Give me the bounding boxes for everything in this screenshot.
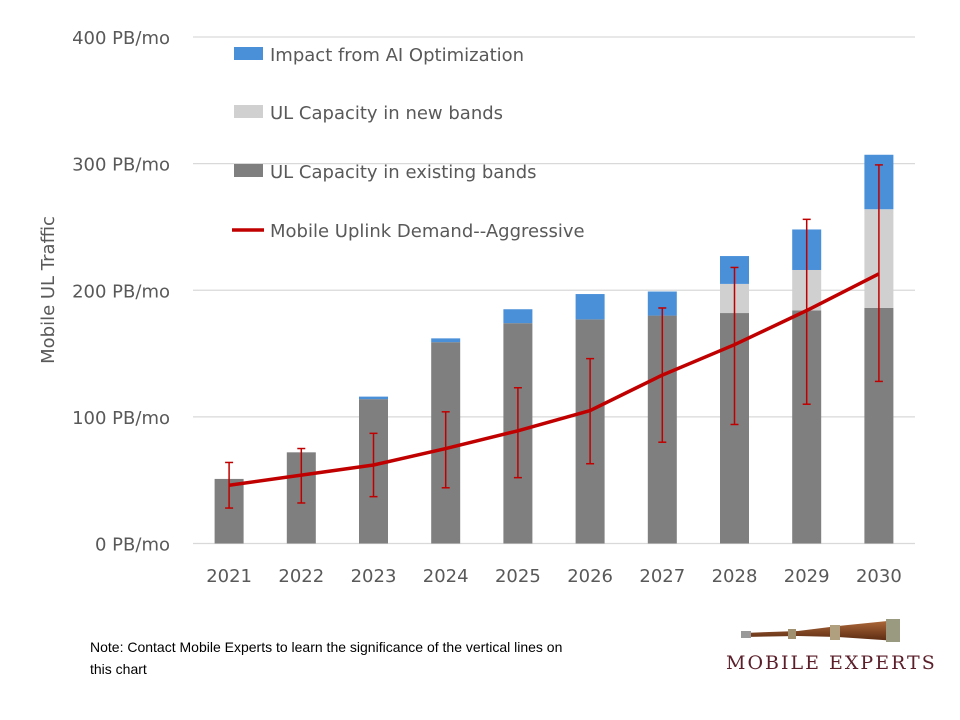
- x-tick-label: 2027: [639, 566, 685, 587]
- legend-label: UL Capacity in existing bands: [270, 162, 537, 183]
- y-tick-label: 0 PB/mo: [95, 535, 170, 556]
- y-tick-label: 300 PB/mo: [72, 155, 170, 176]
- legend-swatch: [234, 164, 263, 177]
- legend-swatch: [234, 105, 263, 118]
- x-tick-label: 2021: [206, 566, 252, 587]
- bar-impact-from-ai-optimization: [503, 309, 533, 324]
- legend-label: Impact from AI Optimization: [270, 45, 524, 66]
- legend-swatch: [234, 47, 263, 60]
- chart-note: Note: Contact Mobile Experts to learn th…: [90, 639, 563, 677]
- bar-impact-from-ai-optimization: [359, 396, 388, 400]
- x-tick-label: 2024: [423, 566, 469, 587]
- y-tick-label: 200 PB/mo: [72, 281, 170, 302]
- spyglass-logo-icon: [741, 619, 900, 642]
- y-tick-label: 400 PB/mo: [72, 28, 170, 49]
- x-tick-label: 2026: [567, 566, 613, 587]
- bar-impact-from-ai-optimization: [575, 294, 605, 320]
- y-tick-label: 100 PB/mo: [72, 408, 170, 429]
- y-axis-label: Mobile UL Traffic: [38, 216, 59, 364]
- demand-line: [228, 272, 880, 487]
- legend-label: UL Capacity in new bands: [270, 103, 503, 124]
- x-tick-label: 2022: [278, 566, 324, 587]
- x-tick-label: 2028: [712, 566, 758, 587]
- bar-impact-from-ai-optimization: [431, 338, 461, 343]
- x-tick-label: 2030: [856, 566, 902, 587]
- logo-text: MOBILE EXPERTS: [726, 652, 937, 674]
- x-tick-label: 2023: [351, 566, 397, 587]
- x-tick-label: 2029: [784, 566, 830, 587]
- legend-label: Mobile Uplink Demand--Aggressive: [270, 221, 585, 242]
- x-tick-label: 2025: [495, 566, 541, 587]
